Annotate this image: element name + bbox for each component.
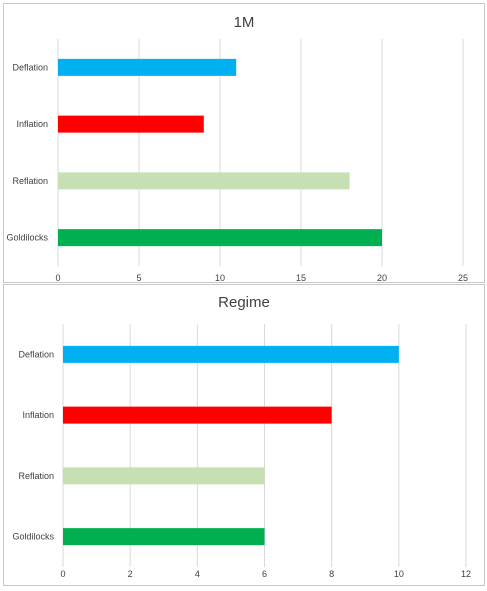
bar-reflation [58,172,350,190]
x-tick-label: 12 [461,569,471,579]
bar-deflation [58,58,237,76]
chart-title: 1M [233,14,255,31]
chart-regime-plot: 0 2 4 6 8 10 12 Deflation Inflation Reflation Gold… [12,324,471,579]
x-tick-label: 10 [394,569,404,579]
category-label: Reflation [18,471,54,481]
x-tick-label: 25 [458,273,468,283]
x-tick-label: 10 [215,273,225,283]
bar-goldilocks [58,229,382,247]
x-tick-label: 6 [262,569,267,579]
category-label: Deflation [18,349,54,359]
category-label: Inflation [16,119,48,129]
x-tick-label: 8 [329,569,334,579]
bar-inflation [63,406,332,424]
chart-1m-plot: 0 5 10 15 20 25 Deflation Inflation Reflation Gol… [6,39,468,283]
x-tick-label: 4 [195,569,200,579]
chart-1m: 1M 0 5 10 15 20 25 Deflation Inflation Reflation… [3,3,485,283]
bar-goldilocks [63,528,265,546]
category-label: Deflation [12,62,48,72]
chart-title: Regime [218,294,270,311]
x-tick-label: 0 [60,569,65,579]
category-label: Goldilocks [6,233,48,243]
x-tick-label: 15 [296,273,306,283]
chart-regime: Regime 0 2 4 6 8 10 12 Deflation Inflation Reflat… [3,284,485,586]
bar-deflation [63,345,399,363]
x-tick-label: 2 [128,569,133,579]
bar-reflation [63,467,265,485]
x-tick-label: 5 [136,273,141,283]
category-label: Goldilocks [12,532,54,542]
category-label: Inflation [22,410,54,420]
category-label: Reflation [12,176,48,186]
x-tick-label: 0 [55,273,60,283]
x-tick-label: 20 [377,273,387,283]
bar-inflation [58,115,204,133]
